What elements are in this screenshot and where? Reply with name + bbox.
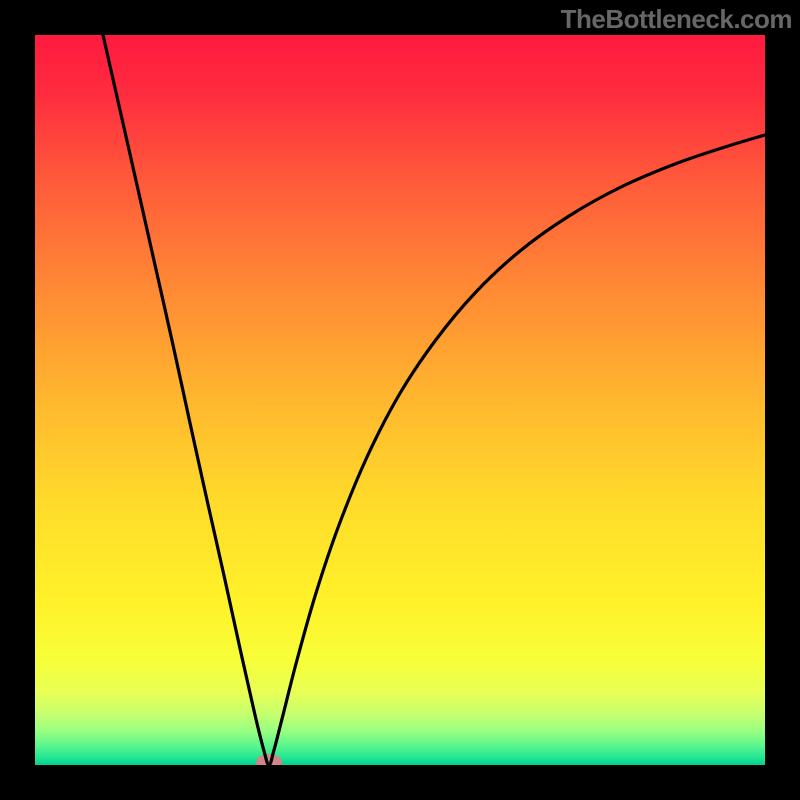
bottleneck-curve <box>35 35 765 765</box>
frame-left <box>0 0 35 800</box>
curve-path <box>103 35 765 765</box>
frame-bottom <box>0 765 800 800</box>
watermark-text: TheBottleneck.com <box>561 4 792 35</box>
frame-right <box>765 0 800 800</box>
